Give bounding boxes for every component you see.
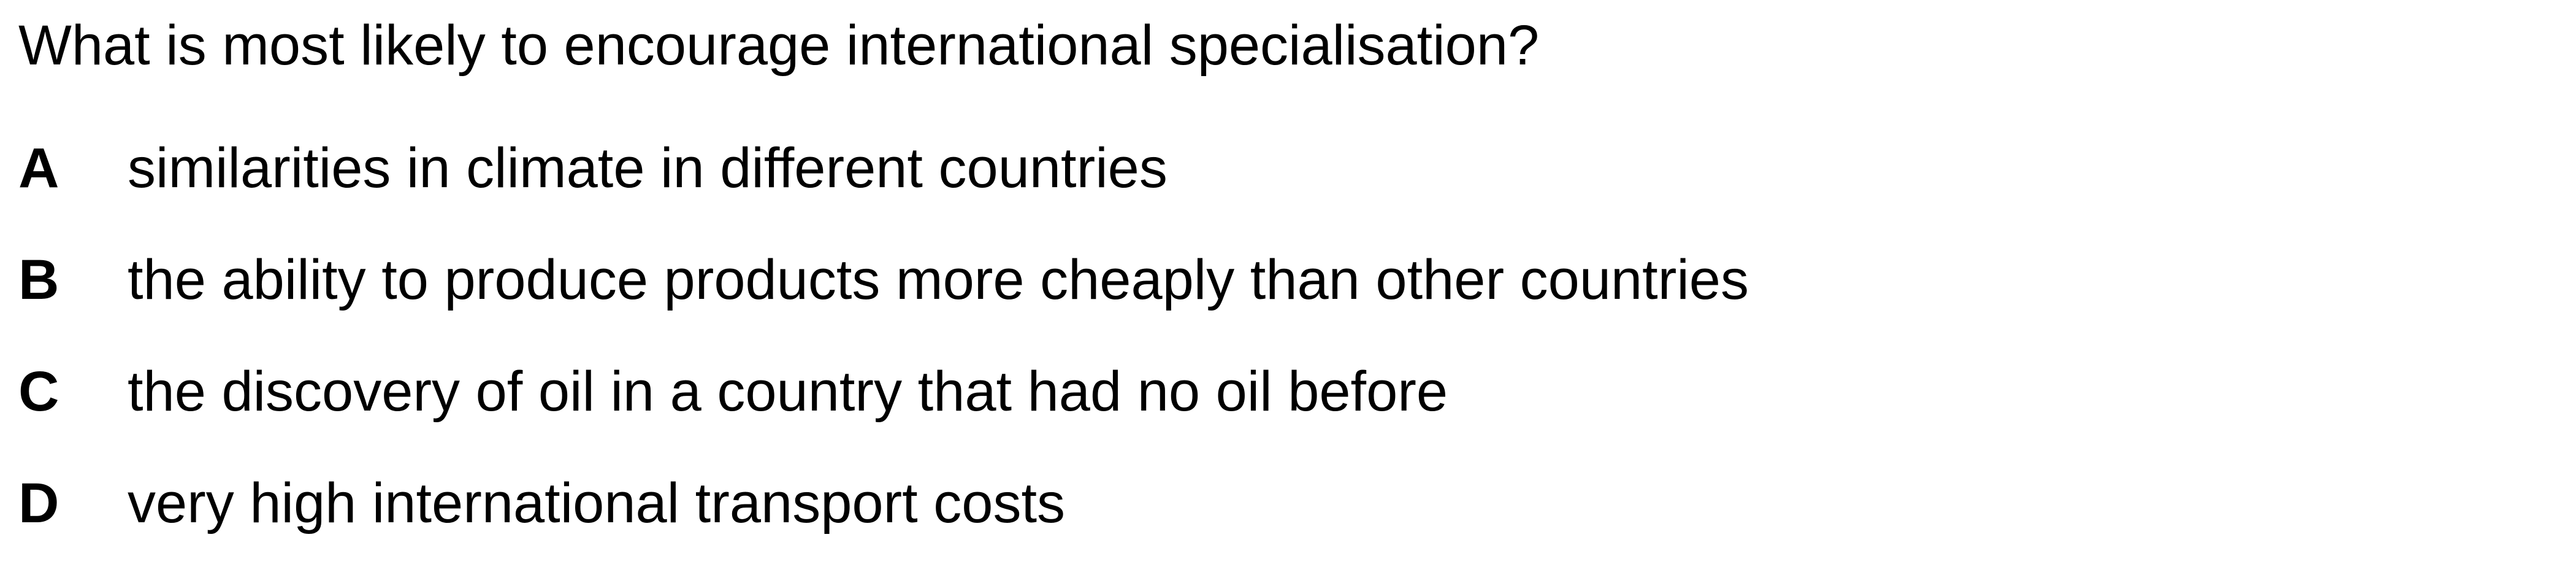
option-text: very high international transport costs xyxy=(128,472,1066,535)
option-text: the ability to produce products more che… xyxy=(128,249,1749,311)
answer-option-a: A similarities in climate in different c… xyxy=(18,136,1749,248)
option-text: similarities in climate in different cou… xyxy=(128,137,1168,199)
option-letter: D xyxy=(18,472,59,535)
answer-option-c: C the discovery of oil in a country that… xyxy=(18,360,1749,471)
answer-options-list: A similarities in climate in different c… xyxy=(18,136,1749,583)
option-letter: B xyxy=(18,249,59,311)
option-letter: A xyxy=(18,137,59,199)
option-text: the discovery of oil in a country that h… xyxy=(128,360,1448,423)
answer-option-b: B the ability to produce products more c… xyxy=(18,248,1749,360)
question-text: What is most likely to encourage interna… xyxy=(18,14,1540,77)
option-letter: C xyxy=(18,360,59,423)
answer-option-d: D very high international transport cost… xyxy=(18,471,1749,583)
